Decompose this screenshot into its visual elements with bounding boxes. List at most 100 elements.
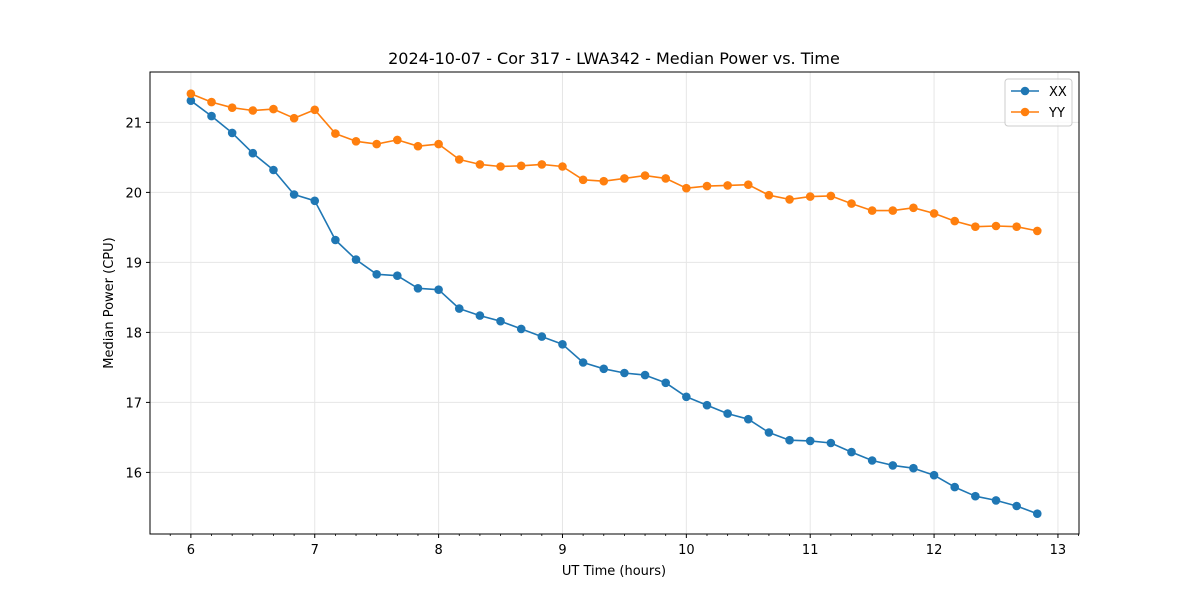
x-tick-label: 13 [1050,543,1067,558]
data-point-yy [888,206,898,215]
data-point-xx [661,378,670,388]
data-point-yy [454,155,464,164]
data-point-xx [888,461,898,470]
data-point-yy [640,171,650,180]
data-point-yy [516,161,526,171]
data-point-yy [227,103,237,112]
data-point-xx [269,165,278,175]
data-point-xx [991,496,1001,505]
data-point-yy [785,195,794,204]
data-point-yy [558,162,567,171]
data-point-yy [971,222,980,231]
data-point-xx [909,463,918,473]
data-point-xx [1032,509,1042,518]
data-point-yy [805,192,815,201]
x-tick-label: 8 [434,543,442,558]
legend-entry-xx: XX [1011,85,1067,100]
data-point-yy [207,97,216,107]
gridlines [150,72,1079,534]
x-tick-label: 11 [802,543,819,558]
data-point-xx [867,456,877,465]
y-tick-label: 17 [125,396,142,411]
y-axis: 16 17 18 19 20 21 [125,116,150,481]
y-tick-label: 16 [125,466,142,481]
data-point-xx [186,96,196,105]
data-point-xx [331,235,340,245]
data-point-yy [723,181,732,190]
data-point-yy [248,106,258,115]
data-point-yy [393,135,402,145]
data-point-yy [434,139,443,149]
legend-entry-yy: YY [1011,106,1065,121]
data-point-yy [475,160,485,169]
data-point-xx [599,364,609,374]
data-point-yy [186,89,196,98]
data-point-yy [269,104,278,114]
data-point-yy [991,221,1001,231]
x-tick-label: 9 [558,543,566,558]
data-point-yy [351,137,361,146]
y-tick-label: 18 [125,326,142,341]
data-point-yy [310,105,320,115]
data-point-xx [847,447,856,457]
y-tick-label: 19 [125,256,142,271]
data-point-xx [682,392,691,402]
data-point-xx [393,271,402,281]
data-point-xx [1012,501,1021,511]
data-point-xx [227,128,237,138]
data-point-yy [867,206,877,215]
data-point-yy [764,190,774,200]
data-point-yy [620,174,629,183]
y-tick-label: 21 [125,116,142,131]
data-point-yy [847,199,856,208]
data-point-xx [929,470,939,480]
data-point-xx [950,482,960,492]
data-point-xx [971,491,980,501]
legend: XX YY [1004,78,1073,127]
series-line-xx [190,100,1038,515]
data-point-xx [454,304,464,313]
plot-frame [149,71,1080,535]
data-point-xx [764,428,774,437]
x-tick-label: 7 [311,543,319,558]
x-tick-label: 6 [187,543,195,558]
data-point-yy [661,174,670,183]
series-layer [186,89,1042,518]
data-point-xx [289,190,299,199]
data-point-xx [537,332,547,341]
data-point-yy [331,129,340,138]
data-point-yy [682,183,691,193]
data-point-xx [640,370,650,380]
data-point-xx [620,368,629,378]
series-xx [186,96,1042,518]
data-point-xx [723,409,732,418]
data-point-xx [496,316,505,326]
legend-marker [1020,86,1030,96]
x-axis-label: UT Time (hours) [562,564,666,579]
data-point-yy [1012,222,1021,231]
data-point-yy [578,175,588,185]
data-point-xx [805,436,815,446]
data-point-yy [950,216,960,226]
data-point-xx [702,400,712,410]
data-point-xx [310,196,320,206]
data-point-xx [413,284,423,293]
data-point-xx [826,438,836,448]
chart-title: 2024-10-07 - Cor 317 - LWA342 - Median P… [388,49,840,68]
y-tick-label: 20 [125,186,142,201]
y-axis-label: Median Power (CPU) [102,237,117,368]
legend-label: YY [1048,106,1065,121]
x-axis: 6 7 8 9 10 11 12 13 [169,534,1079,558]
data-point-yy [289,113,299,123]
data-point-yy [413,141,423,151]
data-point-yy [372,139,381,149]
legend-label: XX [1049,85,1067,100]
data-point-yy [496,162,505,171]
data-point-yy [929,209,939,218]
legend-marker [1020,107,1030,117]
data-point-xx [578,358,588,367]
x-tick-label: 12 [926,543,943,558]
data-point-yy [599,176,609,186]
data-point-xx [785,435,794,445]
